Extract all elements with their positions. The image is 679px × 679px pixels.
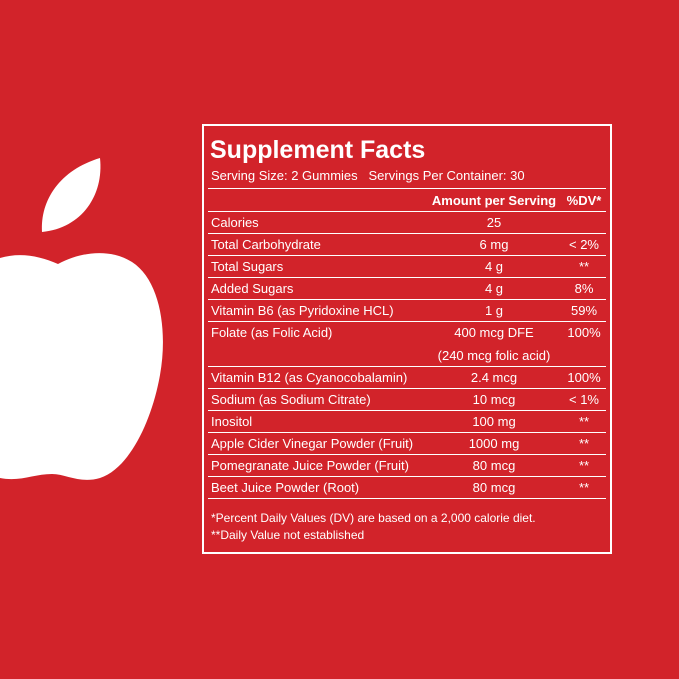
dv-header: %DV* (566, 193, 602, 208)
nutrient-name: Total Sugars (211, 259, 284, 274)
amount: 2.4 mcg (470, 370, 518, 385)
nutrient-name: Apple Cider Vinegar Powder (Fruit) (211, 436, 414, 451)
amount-note: (240 mcg folic acid) (437, 348, 551, 363)
amount: 4 g (484, 281, 504, 296)
title: Supplement Facts (210, 136, 426, 164)
divider (208, 476, 606, 477)
nutrient-name: Beet Juice Powder (Root) (211, 480, 360, 495)
nutrient-name: Total Carbohydrate (211, 237, 321, 252)
nutrient-name: Sodium (as Sodium Citrate) (211, 392, 371, 407)
daily-value: ** (578, 436, 590, 451)
apple-icon (0, 158, 163, 480)
daily-value: 59% (570, 303, 598, 318)
daily-value: 8% (574, 281, 594, 296)
amount: 4 g (484, 259, 504, 274)
amount: 6 mg (479, 237, 509, 252)
divider (208, 188, 606, 189)
amount: 25 (486, 215, 502, 230)
amount: 1000 mg (468, 436, 520, 451)
amount: 1 g (484, 303, 504, 318)
nutrient-name: Vitamin B12 (as Cyanocobalamin) (211, 370, 408, 385)
daily-value: 100% (567, 370, 601, 385)
divider (208, 211, 606, 212)
nutrient-name: Added Sugars (211, 281, 294, 296)
divider (208, 454, 606, 455)
daily-value: < 1% (569, 392, 599, 407)
nutrient-name: Pomegranate Juice Powder (Fruit) (211, 458, 409, 473)
divider (208, 255, 606, 256)
amount: 80 mcg (472, 480, 516, 495)
divider (208, 498, 606, 499)
daily-value: ** (578, 458, 590, 473)
divider (208, 277, 606, 278)
divider (208, 233, 606, 234)
daily-value: ** (578, 259, 590, 274)
daily-value: ** (578, 414, 590, 429)
divider (208, 321, 606, 322)
divider (208, 299, 606, 300)
divider (208, 432, 606, 433)
amount: 100 mg (472, 414, 516, 429)
supplement-facts-panel: Supplement Facts Serving Size: 2 Gummies… (202, 124, 612, 554)
nutrient-name: Inositol (211, 414, 253, 429)
footnote: **Daily Value not established (211, 528, 365, 542)
nutrient-name: Folate (as Folic Acid) (211, 325, 333, 340)
divider (208, 388, 606, 389)
amount-header: Amount per Serving (431, 193, 557, 208)
nutrient-name: Calories (211, 215, 259, 230)
footnote: *Percent Daily Values (DV) are based on … (211, 511, 536, 525)
amount: 400 mcg DFE (454, 325, 534, 340)
divider (208, 366, 606, 367)
amount: 10 mcg (472, 392, 516, 407)
nutrient-name: Vitamin B6 (as Pyridoxine HCL) (211, 303, 394, 318)
divider (208, 410, 606, 411)
daily-value: < 2% (569, 237, 599, 252)
serving-info: Serving Size: 2 Gummies Servings Per Con… (211, 168, 525, 183)
daily-value: ** (578, 480, 590, 495)
daily-value: 100% (567, 325, 601, 340)
amount: 80 mcg (472, 458, 516, 473)
